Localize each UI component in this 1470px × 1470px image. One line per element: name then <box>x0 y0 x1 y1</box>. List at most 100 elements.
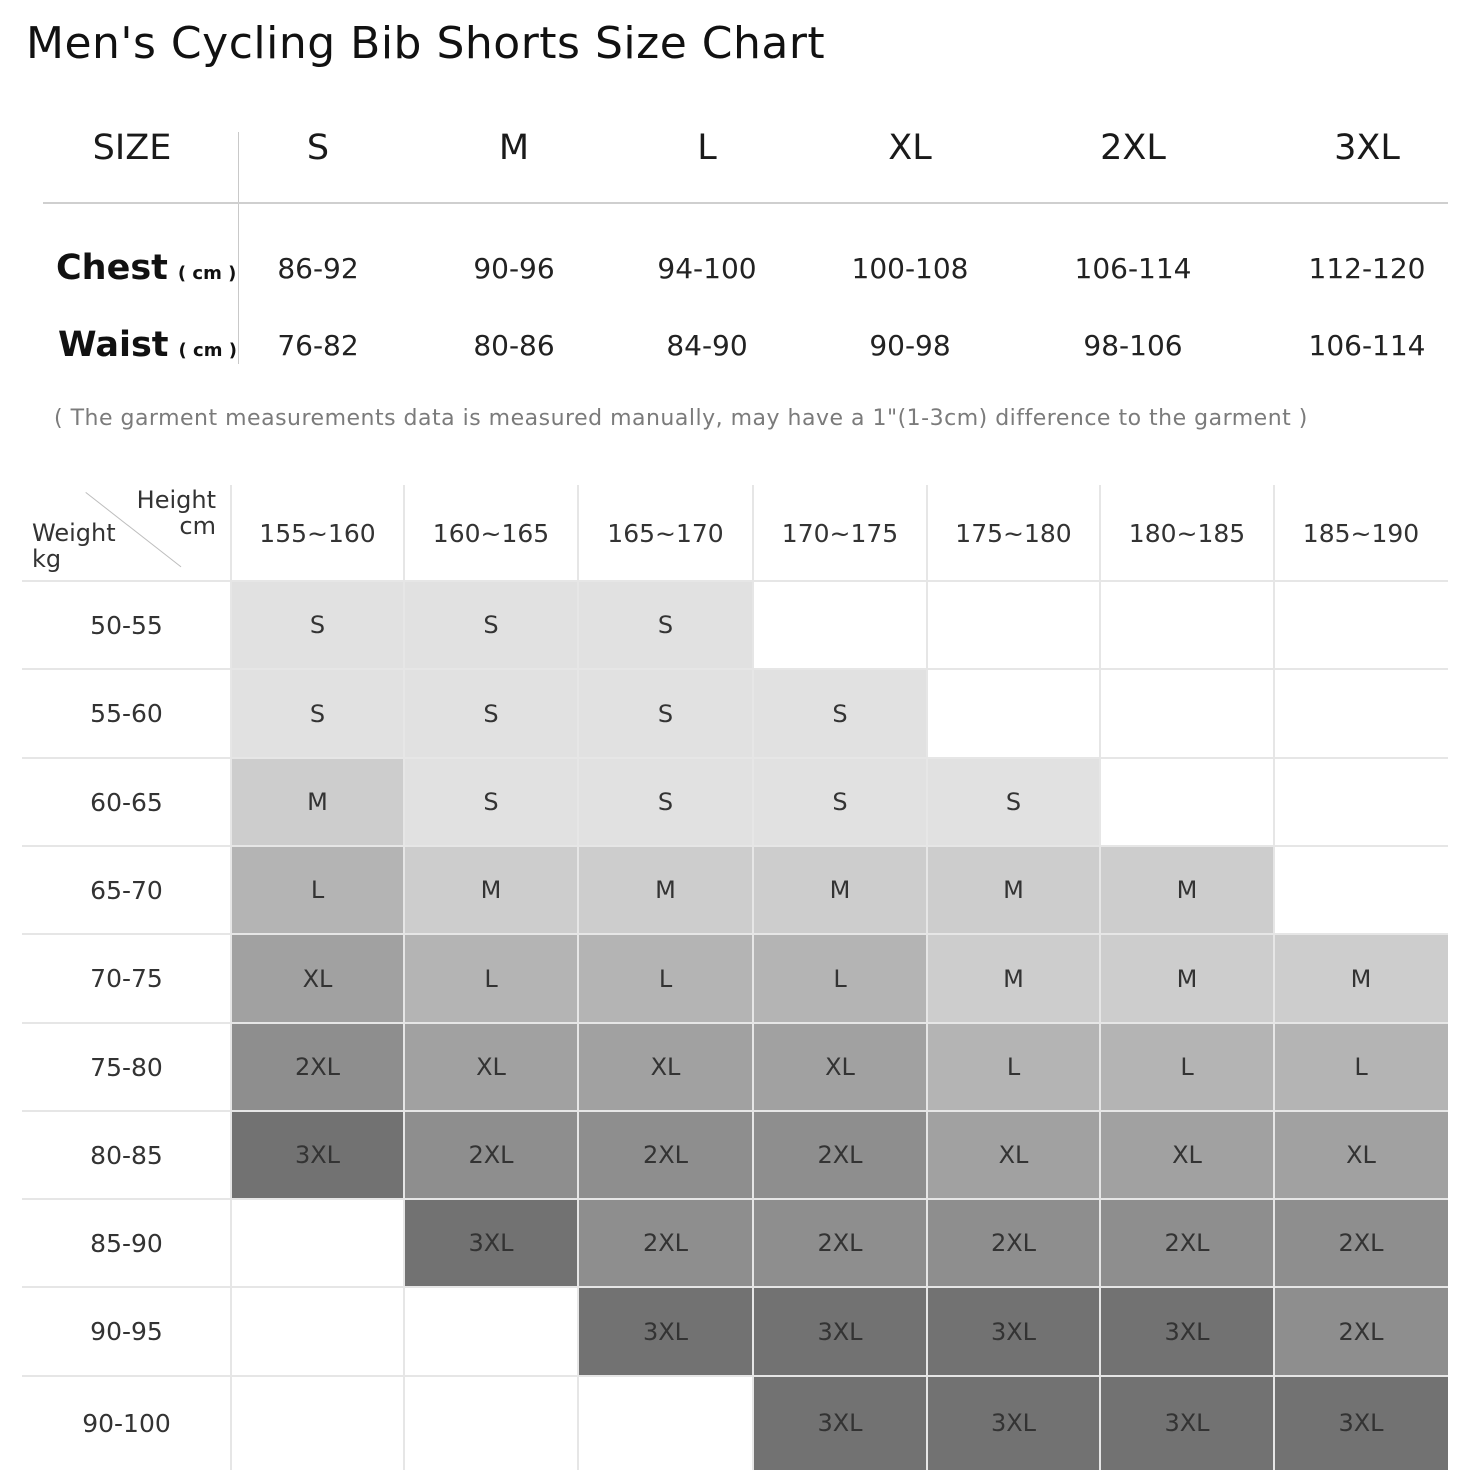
grid-line-vertical <box>403 485 405 1470</box>
size-cell: 2XL <box>231 1023 404 1111</box>
size-cell: S <box>578 581 753 669</box>
height-header-2: 165~170 <box>607 518 724 548</box>
grid-line-horizontal <box>22 933 1448 935</box>
weight-header-3: 65-70 <box>90 875 163 905</box>
size-cell: 2XL <box>753 1111 927 1199</box>
chest-row-label: Chest ( cm ) <box>56 248 236 288</box>
size-cell <box>753 581 927 669</box>
size-cell: L <box>578 934 753 1023</box>
size-cell <box>1100 581 1274 669</box>
waist-value-s: 76-82 <box>277 329 359 362</box>
size-cell: 2XL <box>1100 1199 1274 1287</box>
grid-line-horizontal <box>22 1198 1448 1200</box>
size-cell: M <box>1100 846 1274 934</box>
size-cell: L <box>404 934 578 1023</box>
size-cell: 3XL <box>1100 1376 1274 1470</box>
size-cell <box>927 581 1100 669</box>
waist-value-2xl: 98-106 <box>1083 329 1183 362</box>
size-cell: 2XL <box>578 1199 753 1287</box>
chest-value-xl: 100-108 <box>851 252 969 285</box>
size-header-m: M <box>498 128 530 168</box>
size-cell: M <box>404 846 578 934</box>
table-divider-vertical <box>238 132 239 364</box>
weight-header-1: 55-60 <box>90 699 163 728</box>
size-cell: XL <box>1100 1111 1274 1199</box>
size-cell: 3XL <box>753 1287 927 1376</box>
size-header-l: L <box>697 128 717 168</box>
size-cell: 2XL <box>927 1199 1100 1287</box>
weight-unit: kg <box>32 545 62 573</box>
size-cell: L <box>1274 1023 1448 1111</box>
chest-value-3xl: 112-120 <box>1308 252 1426 285</box>
size-cell: M <box>578 846 753 934</box>
size-cell: S <box>231 581 404 669</box>
waist-unit: ( cm ) <box>178 340 237 361</box>
size-cell: 3XL <box>1274 1376 1448 1470</box>
grid-line-vertical <box>1099 485 1101 1470</box>
size-cell: S <box>404 581 578 669</box>
chest-value-2xl: 106-114 <box>1074 252 1192 285</box>
size-cell: M <box>231 758 404 846</box>
size-cell <box>1100 758 1274 846</box>
grid-line-horizontal <box>22 580 1448 582</box>
size-cell: 3XL <box>404 1199 578 1287</box>
waist-row-label: Waist ( cm ) <box>58 325 237 365</box>
weight-header-2: 60-65 <box>90 787 163 817</box>
size-cell: L <box>753 934 927 1023</box>
size-cell <box>1274 846 1448 934</box>
waist-value-3xl: 106-114 <box>1308 329 1426 362</box>
corner-height-label: Height cm <box>130 487 216 539</box>
grid-line-vertical <box>926 485 928 1470</box>
weight-header-6: 80-85 <box>90 1140 163 1170</box>
grid-line-horizontal <box>22 1110 1448 1112</box>
height-header-4: 175~180 <box>955 518 1072 548</box>
grid-line-horizontal <box>22 845 1448 847</box>
grid-line-horizontal <box>22 1375 1448 1377</box>
size-cell <box>404 1376 578 1470</box>
size-cell <box>231 1376 404 1470</box>
height-header-1: 160~165 <box>432 518 550 548</box>
weight-header-5: 75-80 <box>90 1052 163 1082</box>
chest-label: Chest <box>56 248 168 288</box>
size-cell: S <box>404 758 578 846</box>
height-unit: cm <box>179 512 216 540</box>
grid-line-horizontal <box>22 757 1448 759</box>
size-cell <box>231 1287 404 1376</box>
size-cell: 3XL <box>1100 1287 1274 1376</box>
waist-label: Waist <box>58 325 169 365</box>
chest-value-s: 86-92 <box>277 252 359 285</box>
grid-line-vertical <box>1273 485 1275 1470</box>
size-cell: L <box>1100 1023 1274 1111</box>
grid-line-horizontal <box>22 1022 1448 1024</box>
size-cell: XL <box>578 1023 753 1111</box>
size-cell: L <box>927 1023 1100 1111</box>
height-label: Height <box>136 486 216 514</box>
weight-header-7: 85-90 <box>90 1228 163 1258</box>
size-header-2xl: 2XL <box>1100 128 1166 168</box>
size-cell <box>927 669 1100 758</box>
size-cell: 3XL <box>753 1376 927 1470</box>
size-cell: S <box>578 758 753 846</box>
size-cell: 3XL <box>927 1376 1100 1470</box>
size-header-3xl: 3XL <box>1334 128 1400 168</box>
weight-header-9: 90-100 <box>82 1408 171 1438</box>
size-cell: 3XL <box>231 1111 404 1199</box>
size-cell: XL <box>927 1111 1100 1199</box>
waist-value-m: 80-86 <box>473 329 555 362</box>
size-cell: S <box>753 669 927 758</box>
corner-weight-label: Weight kg <box>32 520 116 572</box>
size-cell: S <box>404 669 578 758</box>
measurement-table: SIZE S M L XL 2XL 3XL Chest( cm ) 86-92 … <box>43 110 1448 370</box>
grid-line-horizontal <box>22 668 1448 670</box>
size-cell: M <box>1100 934 1274 1023</box>
size-cell: XL <box>404 1023 578 1111</box>
size-cell: 3XL <box>578 1287 753 1376</box>
size-cell <box>1100 669 1274 758</box>
size-cell <box>578 1376 753 1470</box>
size-cell: XL <box>1274 1111 1448 1199</box>
size-cell: L <box>231 846 404 934</box>
waist-value-l: 84-90 <box>666 329 748 362</box>
page-title: Men's Cycling Bib Shorts Size Chart <box>26 18 826 69</box>
size-cell: M <box>1274 934 1448 1023</box>
